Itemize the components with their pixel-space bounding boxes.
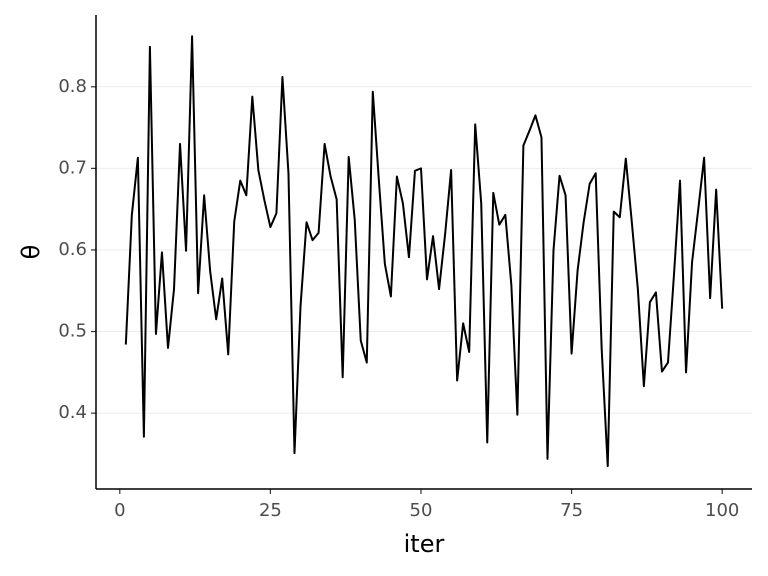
x-axis-title: iter	[404, 530, 445, 558]
y-tick-label: 0.4	[58, 402, 87, 423]
y-tick-label: 0.6	[58, 239, 87, 260]
data-line	[124, 35, 724, 468]
x-tick-label: 100	[705, 500, 739, 521]
y-tick-label: 0.8	[58, 76, 87, 97]
x-tick-label: 0	[114, 500, 125, 521]
y-tick-label: 0.7	[58, 157, 87, 178]
y-tick-label: 0.5	[58, 321, 87, 342]
x-tick-label: 50	[410, 500, 433, 521]
y-axis-title: θ	[17, 245, 45, 260]
x-tick-label: 75	[560, 500, 583, 521]
x-tick-label: 25	[259, 500, 282, 521]
